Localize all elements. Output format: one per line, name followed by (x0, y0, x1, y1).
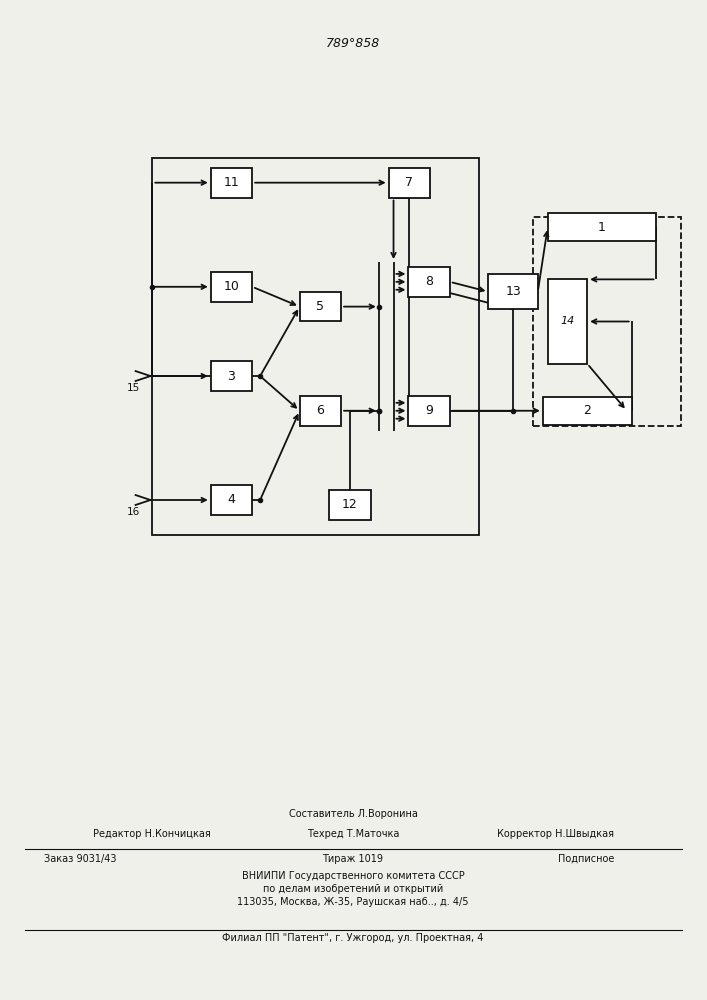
Text: 16: 16 (127, 507, 140, 517)
Bar (409, 396, 450, 426)
Bar (543, 397, 631, 425)
Bar (211, 485, 252, 515)
Bar (548, 213, 656, 241)
Text: Подписное: Подписное (558, 854, 614, 864)
Text: ВНИИПИ Государственного комитета СССР: ВНИИПИ Государственного комитета СССР (242, 871, 464, 881)
Text: 113035, Москва, Ж-35, Раушская наб.., д. 4/5: 113035, Москва, Ж-35, Раушская наб.., д.… (238, 897, 469, 907)
Bar (211, 168, 252, 198)
Text: 7: 7 (405, 176, 414, 189)
Bar (389, 168, 430, 198)
Text: 11: 11 (223, 176, 240, 189)
Bar (548, 279, 588, 364)
Text: 2: 2 (583, 404, 591, 417)
Bar (329, 490, 370, 520)
Text: Заказ 9031/43: Заказ 9031/43 (44, 854, 116, 864)
Text: Тираж 1019: Тираж 1019 (322, 854, 383, 864)
Text: 5: 5 (317, 300, 325, 313)
Text: 15: 15 (127, 383, 140, 393)
Bar (211, 361, 252, 391)
Text: Составитель Л.Воронина: Составитель Л.Воронина (288, 809, 417, 819)
Text: 10: 10 (223, 280, 240, 293)
Text: 3: 3 (228, 370, 235, 383)
Bar (153, 158, 479, 535)
Text: по делам изобретений и открытий: по делам изобретений и открытий (263, 884, 443, 894)
Text: 9: 9 (425, 404, 433, 417)
Text: 14: 14 (561, 316, 575, 326)
Text: Редактор Н.Кончицкая: Редактор Н.Кончицкая (93, 829, 211, 839)
Text: Филиал ПП "Патент", г. Ужгород, ул. Проектная, 4: Филиал ПП "Патент", г. Ужгород, ул. Прое… (222, 933, 484, 943)
Bar (533, 217, 681, 426)
Text: 789°858: 789°858 (326, 37, 380, 50)
Bar (300, 396, 341, 426)
Text: Техред Т.Маточка: Техред Т.Маточка (307, 829, 399, 839)
Text: 6: 6 (317, 404, 325, 417)
Text: 1: 1 (598, 221, 606, 234)
Text: Корректор Н.Швыдкая: Корректор Н.Швыдкая (497, 829, 614, 839)
Text: 4: 4 (228, 493, 235, 506)
Bar (211, 272, 252, 302)
Text: 8: 8 (425, 275, 433, 288)
Bar (489, 274, 538, 309)
Text: 13: 13 (506, 285, 521, 298)
Bar (409, 267, 450, 297)
Bar (300, 292, 341, 321)
Text: 12: 12 (342, 498, 358, 511)
